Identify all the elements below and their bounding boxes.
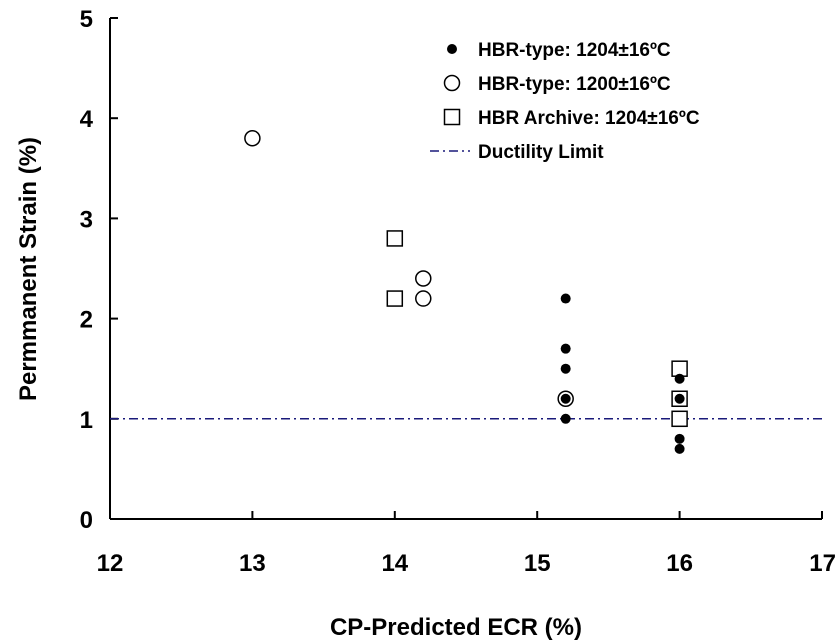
legend-marker-filled-circle [447, 44, 457, 54]
x-tick-label: 15 [524, 550, 551, 577]
data-point-filled-circle [560, 363, 571, 374]
x-tick-label: 13 [239, 550, 266, 577]
y-tick-label: 4 [80, 106, 94, 133]
data-point-open-square [671, 410, 688, 428]
data-point-open-square [386, 290, 404, 307]
data-point-filled-circle [560, 343, 571, 354]
data-point-filled-circle [560, 413, 571, 424]
x-tick-label: 12 [97, 550, 124, 577]
data-point-filled-circle [560, 293, 571, 304]
y-tick-label: 1 [80, 407, 93, 434]
legend-label: HBR Archive: 1204±16ºC [478, 108, 700, 129]
data-point-filled-circle [674, 373, 685, 384]
data-point-filled-circle [560, 393, 571, 404]
data-point-open-square [386, 230, 404, 247]
data-point-open-circle [244, 129, 261, 147]
data-point-open-circle [415, 270, 432, 287]
legend-label: HBR-type: 1200±16ºC [478, 74, 671, 95]
y-tick-label: 0 [80, 507, 93, 534]
legend-label: Ductility Limit [478, 142, 604, 163]
data-point-filled-circle [674, 393, 685, 404]
legend-marker-open-square [443, 108, 461, 126]
y-tick-label: 3 [80, 206, 93, 233]
x-tick-label: 16 [666, 550, 693, 577]
legend-label: HBR-type: 1204±16ºC [478, 40, 671, 61]
data-point-open-circle [415, 290, 432, 307]
x-tick-label: 14 [381, 550, 408, 577]
data-markers [244, 129, 688, 454]
y-tick-label: 2 [80, 307, 93, 334]
legend-marker-open-circle [443, 74, 461, 92]
data-point-filled-circle [674, 433, 685, 444]
data-point-filled-circle [674, 443, 685, 454]
x-axis-title: CP-Predicted ECR (%) [330, 614, 582, 640]
x-tick-label: 17 [809, 550, 836, 577]
y-axis-title: Permmanent Strain (%) [15, 137, 42, 401]
y-tick-label: 5 [80, 6, 93, 33]
legend: HBR-type: 1204±16ºC HBR-type: 1200±16ºC HB… [430, 40, 700, 163]
